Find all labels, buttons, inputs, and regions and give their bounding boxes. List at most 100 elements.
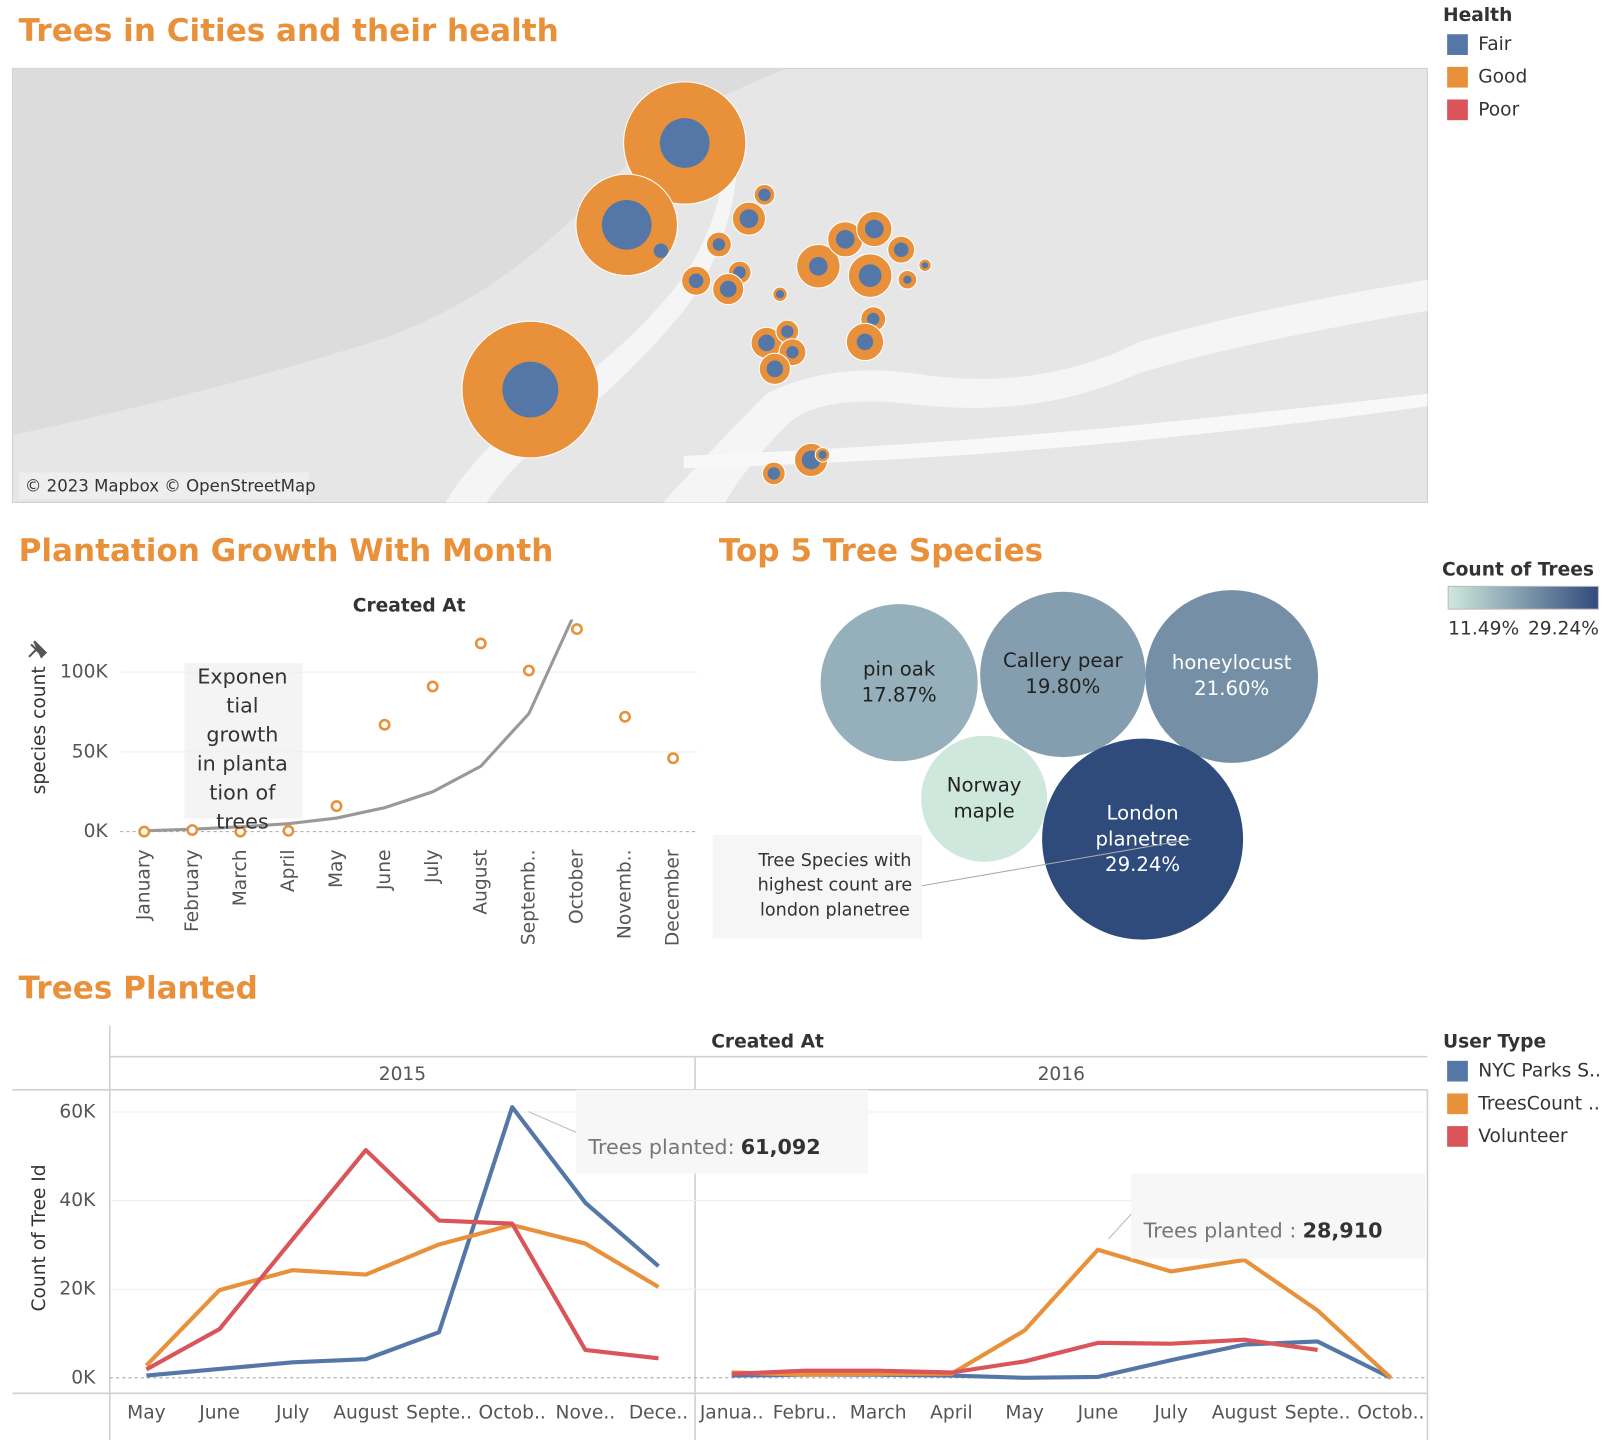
- x-tick-label: August: [470, 849, 491, 914]
- map-bubble: [893, 242, 909, 257]
- tooltip-value: 28,910: [1303, 1219, 1383, 1243]
- legend-swatch: [1447, 1126, 1468, 1147]
- map-bubble: [903, 275, 912, 284]
- annotation: london planetree: [760, 901, 910, 921]
- x-tick-label: April: [930, 1403, 973, 1424]
- bubble: [1042, 738, 1244, 940]
- x-tick-label: March: [230, 849, 251, 906]
- map-bubble: [767, 467, 781, 480]
- x-tick-label: May: [1005, 1403, 1044, 1424]
- annotation: trees: [216, 810, 268, 834]
- point: [330, 800, 343, 813]
- point: [378, 718, 391, 731]
- annotation: growth: [206, 723, 278, 747]
- x-tick-label: May: [326, 849, 347, 888]
- point: [234, 825, 247, 838]
- line: [731, 1337, 1318, 1376]
- x-tick-label: August: [333, 1403, 398, 1424]
- point: [282, 824, 295, 837]
- tooltip-box: [575, 1089, 869, 1174]
- tooltip-leader: [528, 1111, 577, 1133]
- legend-label: TreesCount ..: [1477, 1093, 1600, 1114]
- legend-title: Health: [1443, 5, 1512, 26]
- x-tick-label: July: [275, 1403, 310, 1424]
- category-label: honeylocust: [1171, 651, 1292, 675]
- category-label: London planetree: [1095, 801, 1190, 851]
- point: [138, 825, 151, 838]
- x-tick-label: December: [663, 849, 684, 946]
- x-tick-label: Janua..: [699, 1403, 764, 1424]
- color-legend-title: Count of Trees: [1442, 559, 1594, 580]
- tooltip-text: Trees planted:: [587, 1135, 734, 1159]
- point: [474, 637, 487, 650]
- value-label: 29.24%: [1105, 853, 1181, 876]
- line: [146, 1105, 660, 1378]
- map-attribution: © 2023 Mapbox © OpenStreetMap: [25, 476, 316, 495]
- legend-label: Volunteer: [1478, 1126, 1568, 1147]
- x-tick-label: Dece..: [629, 1403, 688, 1424]
- x-tick-label: August: [1212, 1403, 1277, 1424]
- y-tick-label: 40K: [59, 1190, 96, 1211]
- scatter-title: Plantation Growth With Month: [19, 533, 554, 569]
- annotation: tial: [226, 694, 258, 718]
- line: [731, 1247, 1393, 1380]
- map-bubble: [502, 361, 559, 418]
- tooltip-text: Trees planted :: [1143, 1219, 1297, 1243]
- x-tick-label: Febru..: [773, 1403, 837, 1424]
- annotation: Exponen: [197, 665, 287, 689]
- legend-swatch: [1447, 99, 1468, 121]
- value-label: 17.87%: [861, 683, 937, 707]
- x-header: Created At: [353, 596, 466, 617]
- pin-icon: [28, 640, 48, 659]
- x-tick-label: Septe..: [406, 1403, 472, 1424]
- x-tick-label: Septemb..: [518, 849, 539, 945]
- map-bubble: [758, 334, 775, 352]
- map-bubble: [858, 264, 882, 287]
- map-bubble: [719, 280, 737, 298]
- annotation-leader: [921, 838, 1192, 887]
- map-title: Trees in Cities and their health: [19, 13, 559, 49]
- bubble-label: Norway maple: [946, 773, 1022, 823]
- legend-swatch: [1447, 1060, 1468, 1082]
- map-bubble: [688, 273, 704, 289]
- point: [522, 664, 535, 677]
- y-tick-label: 0K: [71, 1367, 96, 1388]
- x-tick-label: June: [374, 849, 395, 891]
- panel-label: 2016: [1038, 1064, 1085, 1085]
- annotation: Tree Species with: [757, 851, 911, 871]
- point: [426, 680, 439, 693]
- map-bubble: [867, 312, 880, 326]
- y-tick-label: 20K: [59, 1279, 96, 1300]
- x-tick-label: February: [182, 849, 203, 932]
- map-bubble: [781, 325, 794, 338]
- x-tick-label: June: [198, 1403, 240, 1424]
- tooltip: Trees planted: 61,092: [587, 1135, 820, 1159]
- map-bubble: [601, 199, 652, 250]
- x-header: Created At: [711, 1032, 824, 1053]
- map-bubble: [921, 262, 929, 269]
- y-tick-label: 100K: [60, 662, 109, 683]
- line: [144, 1222, 660, 1367]
- panel-label: 2015: [379, 1064, 426, 1085]
- category-label: Norway maple: [946, 773, 1022, 823]
- y-tick-label: 50K: [72, 741, 109, 762]
- map-bubble: [786, 346, 799, 359]
- color-scale-label: 11.49%: [1448, 618, 1519, 639]
- annotation: highest count are: [758, 876, 913, 896]
- legend-swatch: [1447, 66, 1468, 88]
- x-tick-label: Septe..: [1285, 1403, 1351, 1424]
- map-bubble: [659, 118, 710, 168]
- annotation: in planta: [197, 752, 288, 776]
- map-bubble: [809, 256, 828, 276]
- map-bubble: [818, 450, 827, 459]
- x-tick-label: July: [1153, 1403, 1188, 1424]
- y-tick-label: 60K: [59, 1101, 96, 1122]
- category-label: Callery pear: [1003, 649, 1123, 673]
- map-bubble: [712, 238, 726, 251]
- category-label: pin oak: [863, 657, 936, 681]
